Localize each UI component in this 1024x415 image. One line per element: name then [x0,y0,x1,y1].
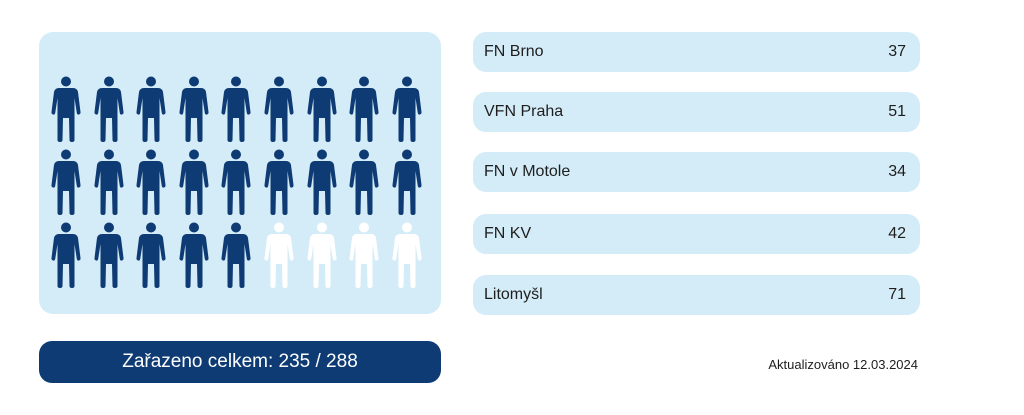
person-icon [264,222,294,288]
person-icon [392,149,422,215]
person-icon [392,222,422,288]
person-icon [51,222,81,288]
person-icon [307,149,337,215]
last-updated: Aktualizováno 12.03.2024 [768,357,918,372]
hospital-row: Litomyšl 71 [473,275,920,315]
person-icon [264,149,294,215]
person-icon [136,76,166,142]
person-icon [136,222,166,288]
hospital-row: FN Brno 37 [473,32,920,72]
person-icon [264,76,294,142]
hospital-count: 51 [888,103,906,120]
hospital-count: 42 [888,225,906,242]
hospital-name: VFN Praha [484,103,564,120]
hospital-name: FN v Motole [484,163,571,180]
person-icon [221,76,251,142]
hospital-count: 37 [888,43,906,60]
person-icon [307,76,337,142]
person-icon [349,222,379,288]
people-grid [51,76,431,292]
people-panel [39,32,441,314]
person-icon [179,76,209,142]
hospital-row: FN KV 42 [473,214,920,254]
person-icon [221,149,251,215]
person-icon [179,222,209,288]
person-icon [349,76,379,142]
person-icon [51,76,81,142]
hospital-count: 71 [888,286,906,303]
hospital-count: 34 [888,163,906,180]
person-icon [349,149,379,215]
hospital-name: FN KV [484,225,532,242]
person-icon [307,222,337,288]
total-enrolled-label: Zařazeno celkem: 235 / 288 [122,351,358,372]
hospital-row: VFN Praha 51 [473,92,920,132]
person-icon [94,149,124,215]
person-icon [94,222,124,288]
person-icon [392,76,422,142]
person-icon [51,149,81,215]
person-icon [221,222,251,288]
person-icon [179,149,209,215]
person-icon [94,76,124,142]
hospital-row: FN v Motole 34 [473,152,920,192]
person-icon [136,149,166,215]
hospital-name: FN Brno [484,43,544,60]
total-enrolled-bar: Zařazeno celkem: 235 / 288 [39,341,441,383]
hospital-name: Litomyšl [484,286,543,303]
